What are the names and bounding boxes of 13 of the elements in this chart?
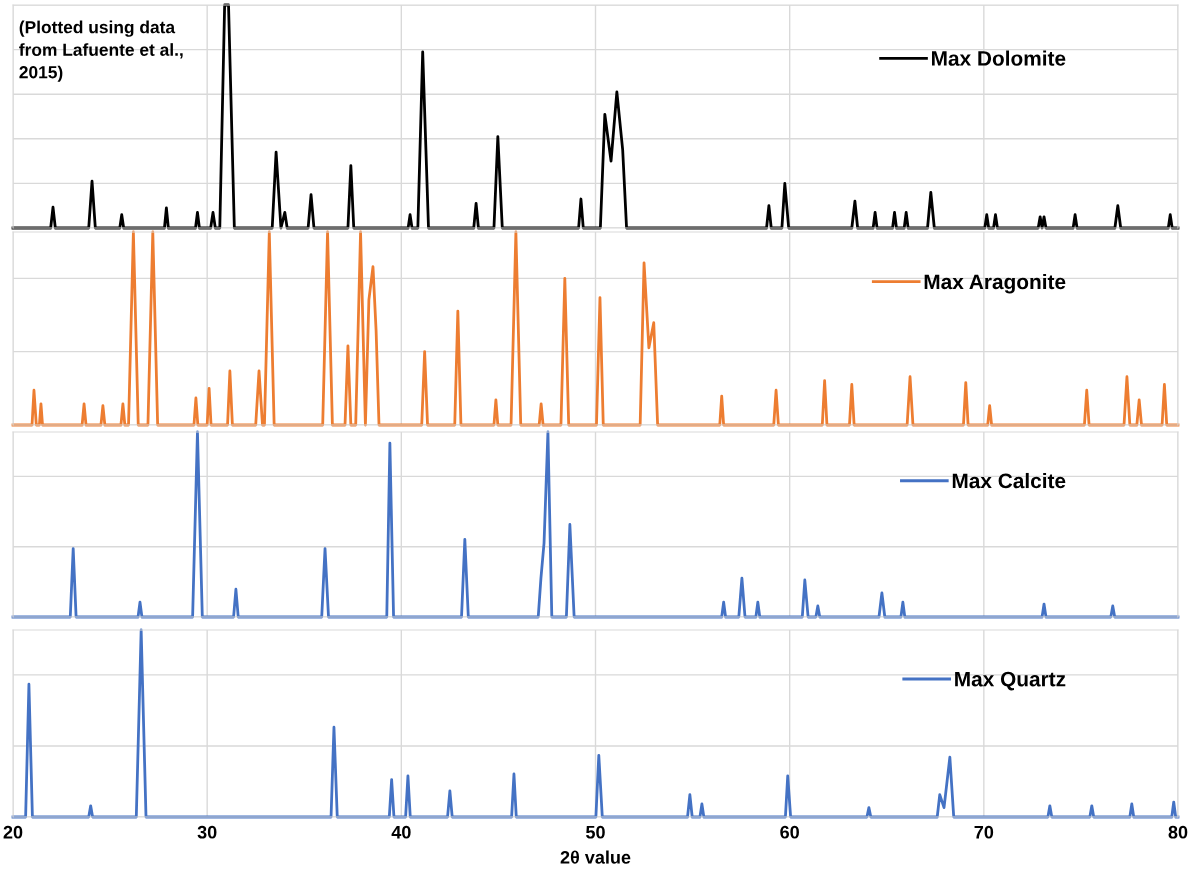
annotation: (Plotted using data from Lafuente et al., 2015): [19, 20, 183, 82]
x-tick-label: 70: [974, 825, 994, 839]
legend-label: Max Quartz: [955, 671, 1066, 691]
legend-label: Max Dolomite: [932, 50, 1066, 66]
x-tick-label: 40: [391, 825, 411, 839]
legend-label: Max Calcite: [952, 472, 1066, 489]
legend-label: Max Aragonite: [924, 273, 1066, 294]
x-tick-label: 60: [780, 825, 799, 839]
x-tick-label: 20: [3, 825, 23, 839]
x-tick-label: 30: [197, 825, 217, 839]
x-axis-title: 2θ value: [560, 850, 631, 864]
x-tick-label: 80: [1168, 825, 1188, 839]
x-tick-label: 50: [586, 825, 605, 839]
